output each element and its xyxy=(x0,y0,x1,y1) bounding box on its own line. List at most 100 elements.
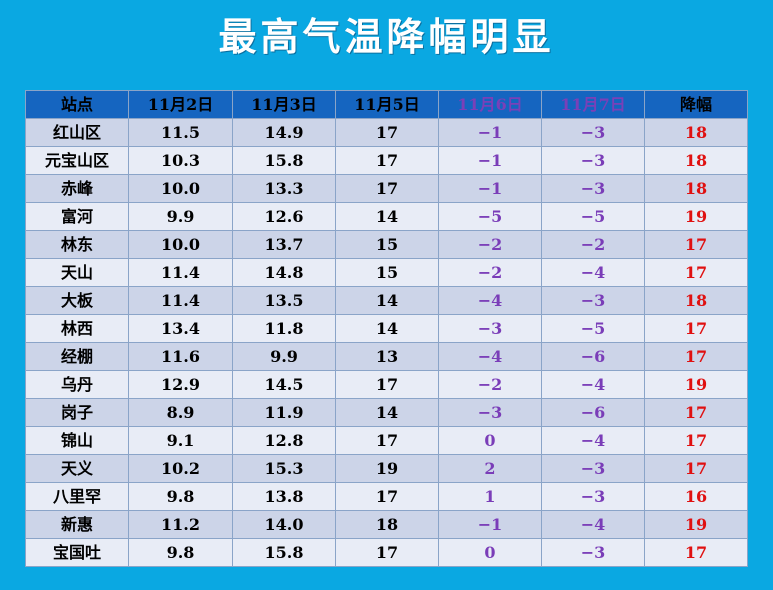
nov3-cell: 13.5 xyxy=(232,286,336,315)
table-row: 元宝山区 10.3 15.8 17 −1 −3 18 xyxy=(25,146,748,175)
station-cell: 岗子 xyxy=(25,398,129,427)
nov2-cell: 10.3 xyxy=(128,146,233,175)
temperature-table: 站点 11月2日 11月3日 11月5日 11月6日 11月7日 降幅 红山区 1… xyxy=(25,90,748,567)
table-row: 宝国吐 9.8 15.8 17 0 −3 17 xyxy=(25,538,748,567)
drop-cell: 19 xyxy=(644,202,748,231)
nov3-cell: 12.8 xyxy=(232,426,336,455)
drop-cell: 17 xyxy=(644,538,748,567)
nov2-cell: 10.0 xyxy=(128,174,233,203)
station-cell: 林东 xyxy=(25,230,129,259)
header-nov3: 11月3日 xyxy=(232,90,336,119)
table-row: 赤峰 10.0 13.3 17 −1 −3 18 xyxy=(25,174,748,203)
drop-cell: 17 xyxy=(644,398,748,427)
nov6-cell: 0 xyxy=(438,426,542,455)
drop-cell: 17 xyxy=(644,258,748,287)
nov5-cell: 14 xyxy=(335,398,439,427)
nov5-cell: 14 xyxy=(335,202,439,231)
nov2-cell: 12.9 xyxy=(128,370,233,399)
nov5-cell: 14 xyxy=(335,314,439,343)
nov7-cell: −3 xyxy=(541,538,645,567)
nov2-cell: 8.9 xyxy=(128,398,233,427)
header-nov5: 11月5日 xyxy=(335,90,439,119)
nov2-cell: 9.8 xyxy=(128,482,233,511)
table-row: 林东 10.0 13.7 15 −2 −2 17 xyxy=(25,230,748,259)
nov2-cell: 10.2 xyxy=(128,454,233,483)
nov7-cell: −3 xyxy=(541,174,645,203)
nov7-cell: −4 xyxy=(541,258,645,287)
nov3-cell: 14.0 xyxy=(232,510,336,539)
nov6-cell: −2 xyxy=(438,370,542,399)
nov5-cell: 19 xyxy=(335,454,439,483)
nov3-cell: 15.8 xyxy=(232,538,336,567)
station-cell: 红山区 xyxy=(25,118,129,147)
table-row: 富河 9.9 12.6 14 −5 −5 19 xyxy=(25,202,748,231)
station-cell: 锦山 xyxy=(25,426,129,455)
nov7-cell: −2 xyxy=(541,230,645,259)
table-body: 红山区 11.5 14.9 17 −1 −3 18 元宝山区 10.3 15.8 17 −1 −3 18 赤… xyxy=(25,118,748,567)
drop-cell: 18 xyxy=(644,146,748,175)
nov7-cell: −3 xyxy=(541,454,645,483)
nov5-cell: 17 xyxy=(335,370,439,399)
nov7-cell: −5 xyxy=(541,202,645,231)
nov2-cell: 10.0 xyxy=(128,230,233,259)
header-nov6: 11月6日 xyxy=(438,90,542,119)
nov5-cell: 17 xyxy=(335,482,439,511)
nov7-cell: −3 xyxy=(541,118,645,147)
nov3-cell: 13.8 xyxy=(232,482,336,511)
station-cell: 新惠 xyxy=(25,510,129,539)
nov3-cell: 13.7 xyxy=(232,230,336,259)
table-row: 锦山 9.1 12.8 17 0 −4 17 xyxy=(25,426,748,455)
drop-cell: 18 xyxy=(644,118,748,147)
nov6-cell: 1 xyxy=(438,482,542,511)
nov2-cell: 11.6 xyxy=(128,342,233,371)
nov5-cell: 17 xyxy=(335,426,439,455)
nov2-cell: 9.8 xyxy=(128,538,233,567)
station-cell: 宝国吐 xyxy=(25,538,129,567)
drop-cell: 18 xyxy=(644,174,748,203)
station-cell: 八里罕 xyxy=(25,482,129,511)
nov3-cell: 13.3 xyxy=(232,174,336,203)
drop-cell: 19 xyxy=(644,370,748,399)
nov3-cell: 15.8 xyxy=(232,146,336,175)
table-row: 天山 11.4 14.8 15 −2 −4 17 xyxy=(25,258,748,287)
nov6-cell: −3 xyxy=(438,314,542,343)
station-cell: 经棚 xyxy=(25,342,129,371)
station-cell: 天义 xyxy=(25,454,129,483)
nov5-cell: 18 xyxy=(335,510,439,539)
nov5-cell: 13 xyxy=(335,342,439,371)
table-row: 天义 10.2 15.3 19 2 −3 17 xyxy=(25,454,748,483)
nov3-cell: 14.5 xyxy=(232,370,336,399)
nov6-cell: −1 xyxy=(438,510,542,539)
table-row: 红山区 11.5 14.9 17 −1 −3 18 xyxy=(25,118,748,147)
nov3-cell: 15.3 xyxy=(232,454,336,483)
station-cell: 乌丹 xyxy=(25,370,129,399)
nov5-cell: 17 xyxy=(335,174,439,203)
nov2-cell: 9.9 xyxy=(128,202,233,231)
nov5-cell: 15 xyxy=(335,258,439,287)
page-title: 最高气温降幅明显 xyxy=(218,15,555,59)
station-cell: 富河 xyxy=(25,202,129,231)
nov2-cell: 11.4 xyxy=(128,258,233,287)
drop-cell: 19 xyxy=(644,510,748,539)
table-row: 乌丹 12.9 14.5 17 −2 −4 19 xyxy=(25,370,748,399)
nov6-cell: −1 xyxy=(438,174,542,203)
nov5-cell: 17 xyxy=(335,118,439,147)
nov3-cell: 14.8 xyxy=(232,258,336,287)
nov2-cell: 11.2 xyxy=(128,510,233,539)
drop-cell: 17 xyxy=(644,314,748,343)
nov7-cell: −4 xyxy=(541,510,645,539)
table-row: 经棚 11.6 9.9 13 −4 −6 17 xyxy=(25,342,748,371)
station-cell: 天山 xyxy=(25,258,129,287)
station-cell: 大板 xyxy=(25,286,129,315)
nov2-cell: 13.4 xyxy=(128,314,233,343)
nov6-cell: −5 xyxy=(438,202,542,231)
nov5-cell: 17 xyxy=(335,538,439,567)
nov3-cell: 9.9 xyxy=(232,342,336,371)
nov7-cell: −3 xyxy=(541,146,645,175)
nov3-cell: 11.8 xyxy=(232,314,336,343)
header-station: 站点 xyxy=(25,90,129,119)
nov6-cell: −1 xyxy=(438,118,542,147)
nov6-cell: 2 xyxy=(438,454,542,483)
nov7-cell: −4 xyxy=(541,426,645,455)
